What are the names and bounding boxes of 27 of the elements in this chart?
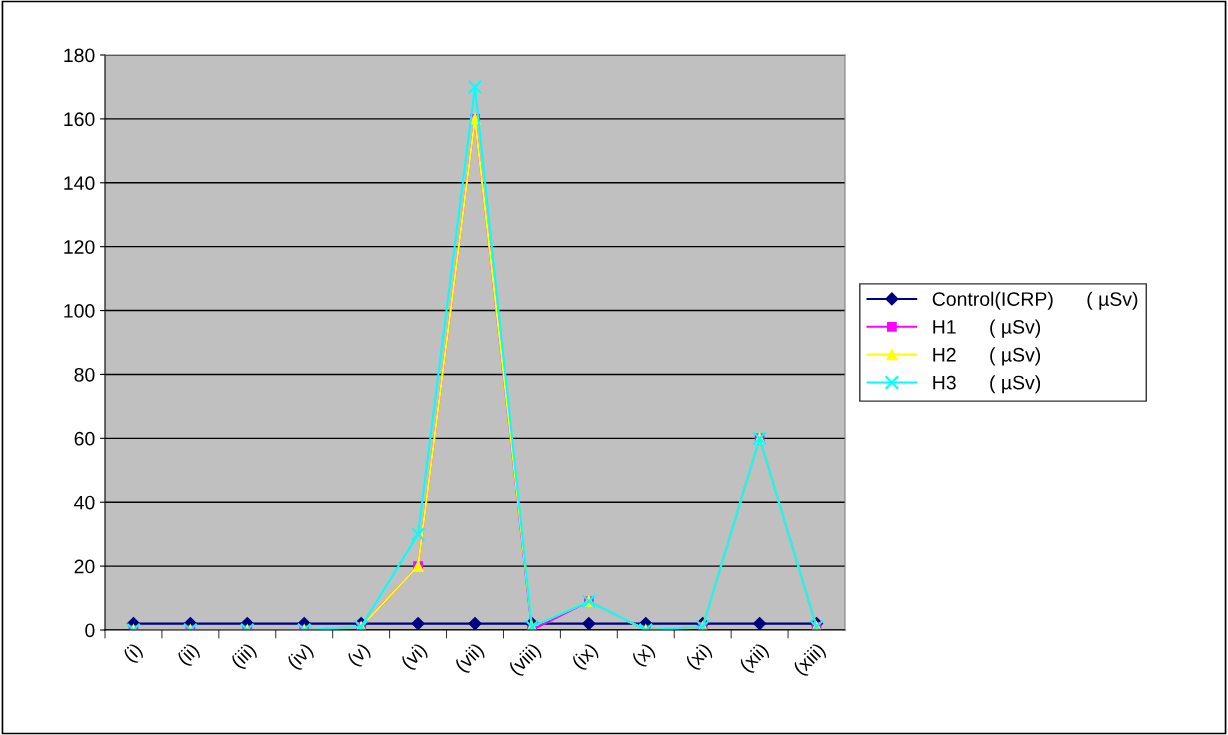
y-tick-label: 100 [64, 304, 95, 318]
y-tick-label: 80 [74, 367, 95, 382]
legend-label: H2 ( µSv) [933, 347, 1041, 366]
y-tick-label: 0 [85, 623, 95, 638]
x-tick-label: (x) [630, 641, 658, 670]
y-tick-label: 60 [74, 431, 95, 446]
x-tick-label: (vi) [399, 641, 431, 673]
x-tick-label: (xi) [684, 641, 715, 673]
x-tick-label: (iv) [286, 641, 317, 673]
x-tick-label: (v) [345, 641, 374, 670]
legend-label: Control(ICRP) ( µSv) [932, 291, 1138, 310]
x-tick-label: (iii) [229, 641, 260, 672]
y-tick-label: 20 [74, 559, 95, 574]
x-tick-label: (i) [122, 641, 146, 666]
x-tick-label: (ii) [175, 641, 203, 669]
x-tick-label: (viii) [507, 641, 544, 679]
x-tick-label: (xii) [738, 641, 772, 676]
legend-label: H1 ( µSv) [933, 319, 1041, 338]
y-tick-label: 180 [64, 48, 95, 63]
y-tick-label: 160 [64, 112, 95, 127]
y-tick-label: 120 [64, 240, 95, 254]
x-tick-label: (xiii) [792, 641, 829, 679]
x-tick-label: (ix) [570, 641, 601, 673]
y-tick-label: 140 [64, 176, 95, 191]
y-tick-label: 40 [74, 495, 95, 510]
x-tick-label: (vii) [453, 641, 487, 676]
legend-label: H3 ( µSv) [933, 375, 1041, 394]
